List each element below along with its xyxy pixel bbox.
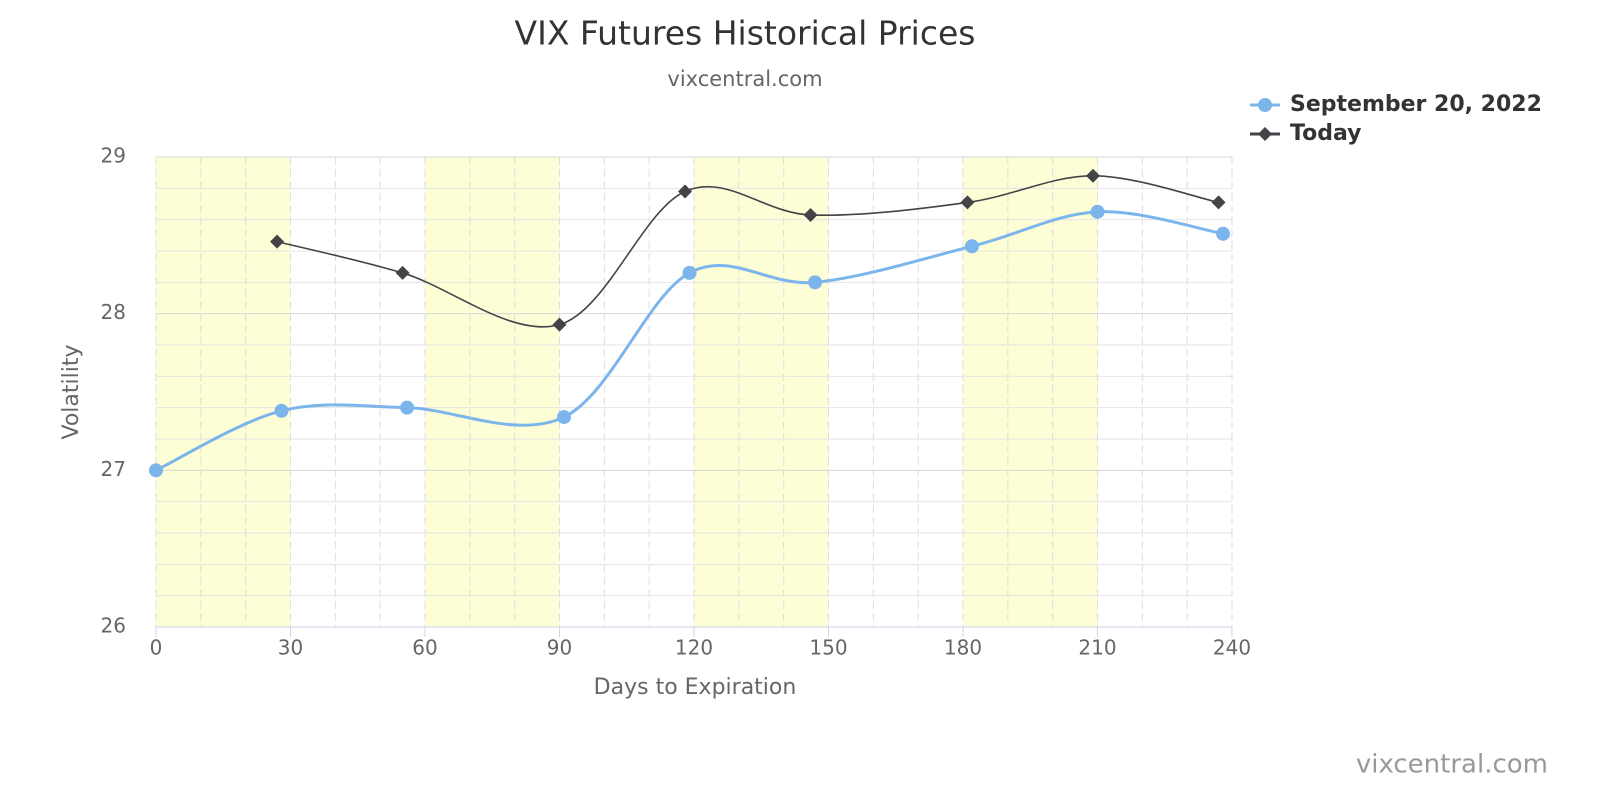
plot-band [425,157,560,627]
x-tick-label: 0 [150,636,163,660]
marker [964,239,979,254]
x-tick-label: 180 [944,636,982,660]
y-tick-label: 29 [101,144,126,168]
marker [556,410,571,425]
marker [803,207,818,222]
marker [400,400,415,415]
marker [1216,226,1231,241]
y-tick-label: 27 [101,457,126,481]
x-tick-label: 240 [1213,636,1251,660]
marker [808,275,823,290]
marker [395,265,410,280]
marker [682,265,697,280]
marker [270,234,285,249]
x-tick-label: 150 [809,636,847,660]
marker [1258,127,1272,141]
marker [1090,204,1105,219]
marker [960,195,975,210]
series-line [276,174,1219,328]
chart-subtitle: vixcentral.com [667,67,822,91]
legend-label[interactable]: Today [1290,121,1361,146]
y-tick-label: 28 [101,300,126,324]
marker [678,184,693,199]
credits: vixcentral.com [1356,750,1548,780]
plot-band [963,157,1098,627]
y-tick-label: 26 [101,614,126,638]
plot-band [156,157,291,627]
x-tick-label: 60 [412,636,437,660]
x-tick-label: 120 [675,636,713,660]
x-axis-title: Days to Expiration [594,675,797,700]
x-tick-label: 210 [1078,636,1116,660]
chart-title: VIX Futures Historical Prices [515,14,976,53]
plot-band [694,157,829,627]
x-tick-label: 90 [547,636,572,660]
marker [149,463,163,478]
marker [1211,195,1226,210]
x-tick-label: 30 [278,636,303,660]
legend-label[interactable]: September 20, 2022 [1290,92,1542,117]
marker [552,317,567,332]
y-axis-title: Volatility [59,344,84,439]
marker [1258,98,1272,112]
marker [274,403,289,418]
marker [1086,168,1101,183]
